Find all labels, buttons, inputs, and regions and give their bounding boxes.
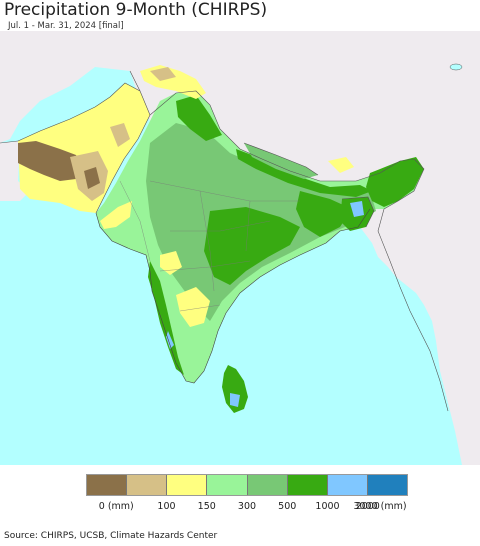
legend-swatch <box>247 475 288 495</box>
india-wet-east <box>296 191 352 237</box>
pakistan-region <box>18 83 150 213</box>
dry-zone <box>18 141 82 181</box>
india-wet-himalaya <box>236 149 372 197</box>
northeast-region <box>366 157 424 207</box>
map-subtitle: Jul. 1 - Mar. 31, 2024 [final] <box>8 21 124 31</box>
india-wet-central <box>204 207 300 285</box>
outside-land <box>0 31 480 465</box>
legend-swatch <box>287 475 328 495</box>
sri-lanka-blue <box>230 393 240 407</box>
country-borders <box>0 70 449 412</box>
blue-wet-bangladesh <box>350 201 364 217</box>
map-title: Precipitation 9-Month (CHIRPS) <box>4 0 268 20</box>
legend-tick-label: 0 (mm) <box>98 501 134 512</box>
legend-tick-label: 100 <box>157 501 176 512</box>
ladakh-dry-2 <box>150 67 176 81</box>
dry-zone-4 <box>84 167 100 189</box>
deccan-dry <box>176 287 210 327</box>
western-ghats <box>148 261 184 375</box>
legend-tick-label: 150 <box>197 501 216 512</box>
source-text: Source: CHIRPS, UCSB, Climate Hazards Ce… <box>4 531 218 541</box>
ghats-blue <box>166 331 174 349</box>
precipitation-map <box>0 31 480 465</box>
legend-swatch <box>367 475 407 495</box>
legend-tick-label: 1000 <box>315 501 340 512</box>
state-boundaries <box>119 180 300 312</box>
legend-ticks: 0 (mm) 100 150 300 500 1000 2000 3000 (mm) <box>0 501 480 515</box>
legend-swatch <box>87 475 128 495</box>
legend-swatch <box>127 475 168 495</box>
legend-tick-label: 300 <box>237 501 257 512</box>
india-wet-north <box>176 95 222 141</box>
sri-lanka <box>222 365 248 413</box>
deccan-dry-2 <box>160 251 182 275</box>
legend-tick-label: 500 <box>278 501 297 512</box>
lake-tibet <box>449 63 463 71</box>
legend-swatch <box>167 475 208 495</box>
sikkim-dry <box>328 157 354 173</box>
color-legend <box>86 474 408 496</box>
dry-zone-3 <box>110 123 130 147</box>
legend-swatch <box>327 475 368 495</box>
legend-swatch <box>207 475 248 495</box>
coastline <box>95 208 371 384</box>
nepal-region <box>244 143 318 179</box>
thar-edge <box>100 201 132 229</box>
legend-tick-label: 3000 (mm) <box>353 501 407 512</box>
legend-tick-label: 2000 <box>355 501 380 512</box>
